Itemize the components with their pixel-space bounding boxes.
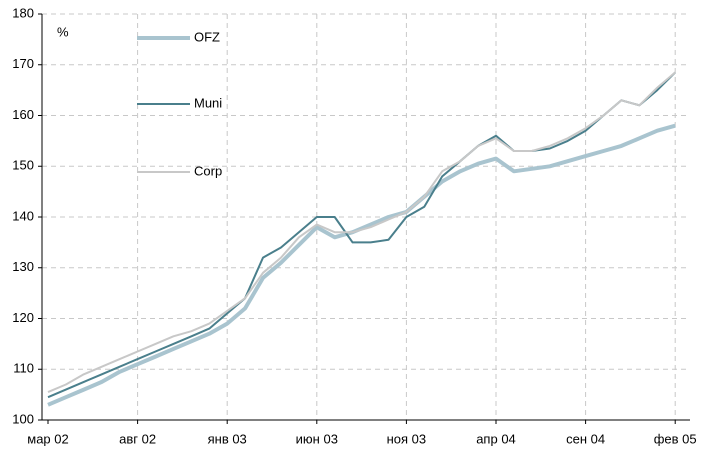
x-tick-label: сен 04: [566, 431, 605, 446]
y-tick-label: 140: [12, 208, 34, 223]
y-tick-label: 100: [12, 411, 34, 426]
x-tick-label: ноя 03: [387, 431, 427, 446]
y-axis-label: %: [57, 24, 69, 39]
y-tick-label: 130: [12, 259, 34, 274]
y-tick-label: 160: [12, 107, 34, 122]
series-line: [47, 123, 676, 407]
y-tick-label: 120: [12, 310, 34, 325]
x-tick-label: янв 03: [208, 431, 247, 446]
series-line: [47, 71, 676, 399]
legend-label: Corp: [194, 163, 222, 178]
legend-label: Muni: [194, 95, 222, 110]
y-tick-label: 150: [12, 158, 34, 173]
y-tick-label: 110: [13, 361, 34, 376]
x-tick-label: фев 05: [654, 431, 697, 446]
y-tick-label: 170: [12, 56, 34, 71]
x-tick-label: июн 03: [296, 431, 338, 446]
legend-label: OFZ: [194, 29, 220, 44]
series-line: [47, 71, 676, 394]
y-tick-label: 180: [12, 5, 34, 20]
x-tick-label: авг 02: [119, 431, 156, 446]
x-tick-label: апр 04: [476, 431, 516, 446]
x-tick-label: мар 02: [27, 431, 68, 446]
